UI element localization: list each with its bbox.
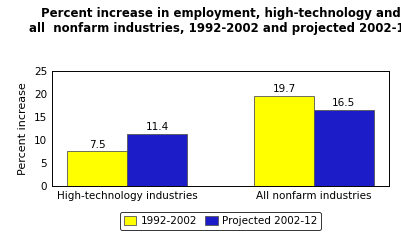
Bar [127,134,187,186]
Y-axis label: Percent increase: Percent increase [18,82,28,175]
Text: 7.5: 7.5 [89,139,105,149]
Text: Percent increase in employment, high-technology and
all  nonfarm industries, 199: Percent increase in employment, high-tec… [29,7,401,35]
Bar [314,110,374,186]
Bar [254,96,314,186]
Text: 11.4: 11.4 [146,122,169,132]
Text: 16.5: 16.5 [332,99,355,109]
Text: 19.7: 19.7 [272,84,296,94]
Bar [67,151,127,186]
Legend: 1992-2002, Projected 2002-12: 1992-2002, Projected 2002-12 [119,212,322,230]
